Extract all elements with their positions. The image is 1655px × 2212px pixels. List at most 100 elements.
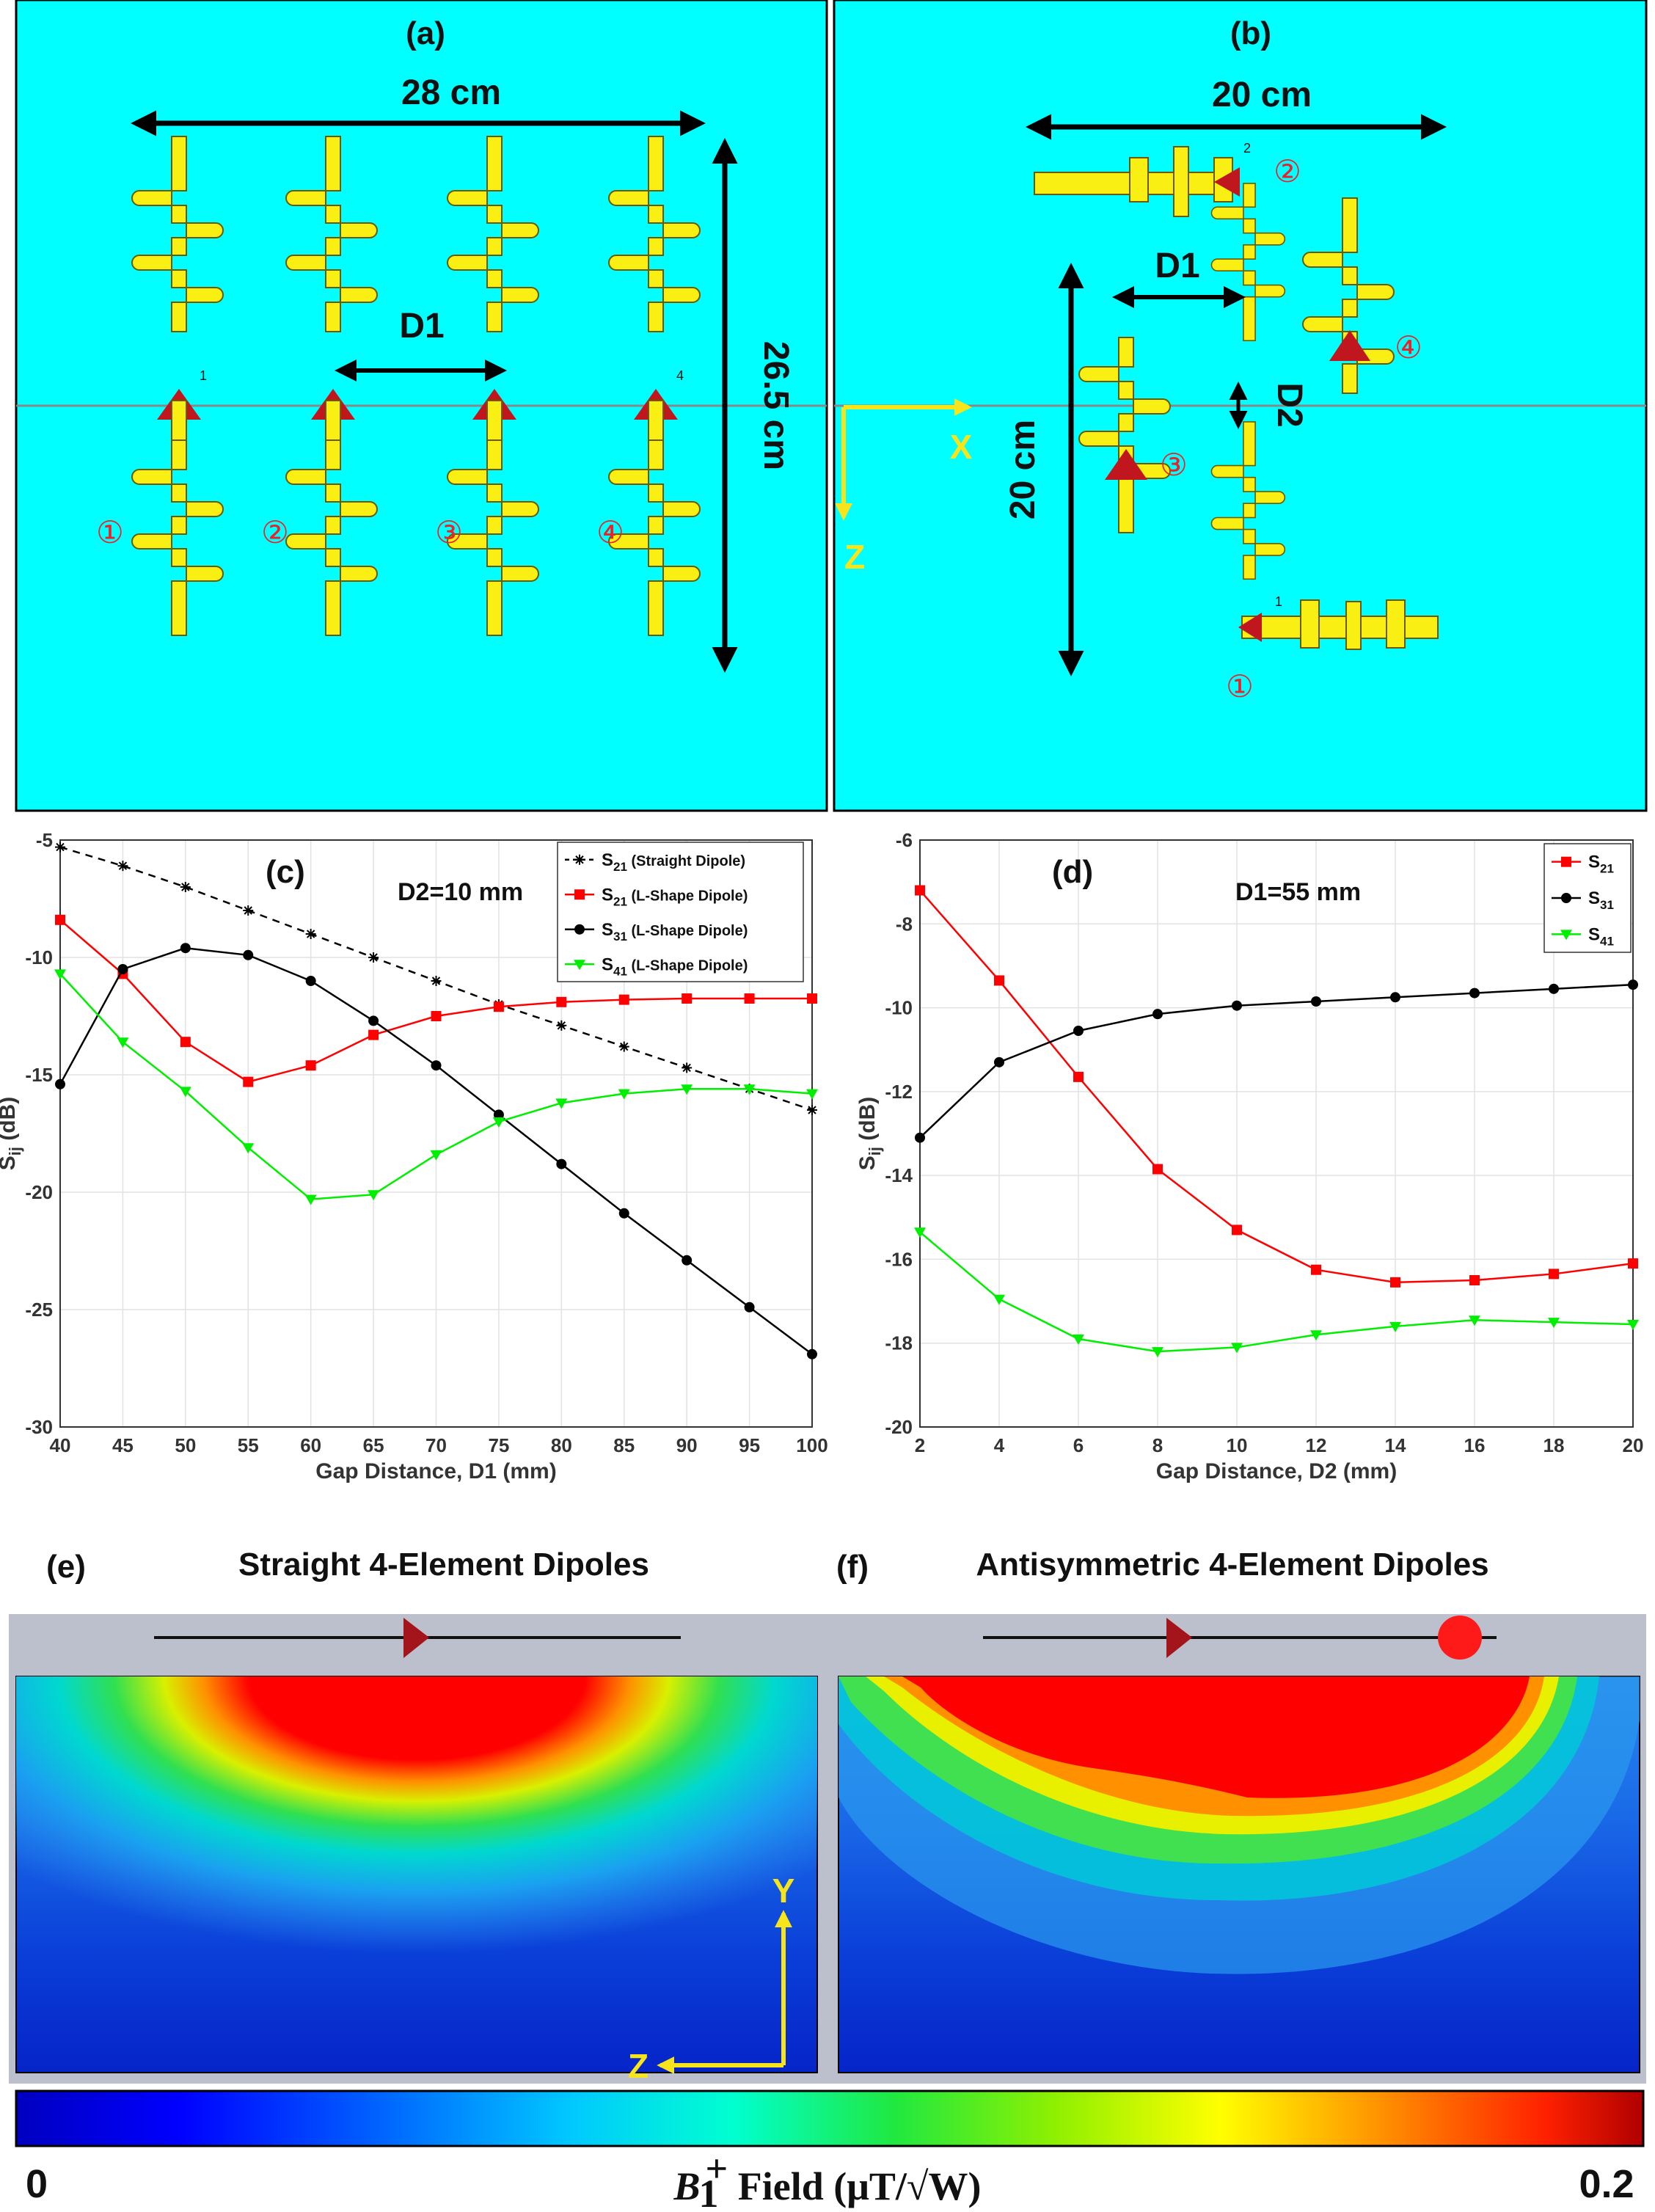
y-tick-label: -25: [25, 1299, 53, 1321]
x-tick-label: 95: [739, 1434, 760, 1456]
data-point: [431, 976, 442, 986]
legend-sub: 31: [1600, 898, 1614, 912]
data-point: [243, 905, 254, 916]
legend-rest: (L-Shape Dipole): [627, 957, 748, 974]
annotation: D2=10 mm: [398, 878, 523, 906]
x-tick-label: 55: [238, 1434, 259, 1456]
data-point: [1073, 1335, 1084, 1345]
data-point: [55, 914, 65, 925]
data-point: [1152, 1164, 1163, 1175]
data-point: [1549, 983, 1559, 994]
legend-main: S: [602, 885, 613, 905]
data-point: [1628, 979, 1638, 990]
legend-rest: (Straight Dipole): [627, 853, 745, 869]
port-label: ③: [435, 514, 463, 550]
feed-icon: [1105, 449, 1147, 480]
panel-f-title: Antisymmetric 4-Element Dipoles: [976, 1547, 1488, 1583]
x-tick-label: 18: [1543, 1434, 1565, 1456]
data-point: [618, 994, 629, 1005]
legend-main: S: [602, 920, 613, 940]
y-tick-label: -30: [25, 1416, 53, 1438]
legend-sub: 21: [613, 894, 627, 908]
field-map-e: [16, 1676, 817, 2073]
panel-a-label: (a): [406, 15, 445, 51]
legend-main: S: [1588, 853, 1600, 872]
data-point: [493, 1109, 504, 1120]
series-line: [919, 983, 1634, 1139]
data-point: [915, 1132, 925, 1143]
panel-f: (f) Antisymmetric 4-Element Dipoles: [829, 1547, 1646, 2084]
star-stroke: [808, 1106, 816, 1114]
data-point: [1232, 1000, 1242, 1011]
data-point: [682, 993, 693, 1004]
data-point: [744, 993, 755, 1004]
z-axis-label: Z: [844, 538, 865, 576]
y-tick-label: -14: [885, 1164, 913, 1186]
data-point: [368, 1029, 379, 1040]
data-point: [493, 1001, 504, 1012]
x-tick-label: 75: [488, 1434, 509, 1456]
feed-number: 4: [676, 368, 684, 383]
star-stroke: [557, 1021, 566, 1030]
x-tick-label: 4: [994, 1434, 1005, 1456]
data-point: [1549, 1269, 1559, 1280]
star-stroke: [575, 855, 584, 864]
feed-icon: [1438, 1616, 1482, 1660]
data-point: [305, 1060, 316, 1071]
panel-f-label: (f): [836, 1549, 869, 1585]
series-s41: [914, 1227, 1639, 1358]
data-point: [305, 976, 316, 986]
data-point: [180, 882, 191, 892]
data-point: [1232, 1224, 1242, 1235]
port-label: ②: [261, 514, 289, 550]
data-point: [179, 1087, 191, 1098]
data-point: [994, 1056, 1004, 1067]
x-tick-label: 50: [175, 1434, 196, 1456]
star-stroke: [56, 842, 65, 852]
x-tick-label: 65: [363, 1434, 384, 1456]
y-tick-label: -18: [885, 1332, 913, 1354]
x-tick-label: 40: [50, 1434, 71, 1456]
y-tick-label: -15: [25, 1064, 53, 1086]
data-point: [555, 1098, 568, 1109]
legend-entry: S21 (Straight Dipole): [602, 850, 745, 874]
data-point: [243, 1076, 254, 1087]
legend-sub: 41: [613, 964, 627, 978]
legend-marker: [1561, 856, 1571, 867]
data-point: [914, 1227, 926, 1238]
feed-icon: [1166, 1618, 1192, 1658]
x-axis-label: Gap Distance, D1 (mm): [315, 1459, 556, 1483]
colorbar-min: 0: [26, 2162, 48, 2206]
legend-marker: [574, 854, 585, 865]
data-point: [1389, 1321, 1401, 1332]
panel-e: (e) Straight 4-Element Dipoles Y Z: [9, 1547, 829, 2085]
port-label: ①: [96, 514, 124, 550]
x-tick-label: 8: [1152, 1434, 1163, 1456]
data-point: [743, 1084, 756, 1095]
height-label: 20 cm: [1004, 420, 1042, 519]
star-stroke: [244, 906, 252, 915]
feed-icon: [1238, 613, 1262, 642]
panel-a: (a) 28 cm 26.5 cm 1 4 D1 ① ② ③ ④: [15, 0, 828, 812]
x-tick-label: 100: [796, 1434, 828, 1456]
star-stroke: [306, 930, 315, 938]
x-tick-label: 14: [1385, 1434, 1406, 1456]
data-point: [180, 1037, 191, 1048]
data-point: [305, 929, 316, 939]
legend-entry: S21 (L-Shape Dipole): [602, 885, 748, 908]
legend-entry: S31 (L-Shape Dipole): [602, 920, 748, 943]
legend-sub: 31: [613, 930, 627, 943]
plot-area: [920, 840, 1633, 1427]
d1-label: D1: [1155, 247, 1199, 285]
x-axis-label: Gap Distance, D2 (mm): [1156, 1459, 1397, 1483]
x-tick-label: 80: [551, 1434, 572, 1456]
data-point: [806, 1089, 818, 1100]
legend-marker: [574, 924, 585, 935]
legend-marker: [574, 889, 585, 900]
legend-main: S: [1588, 924, 1600, 944]
y-tick-label: -10: [25, 946, 53, 968]
data-point: [55, 842, 65, 853]
panel-b: (b) 20 cm 20 cm 2 ② ④ ③: [833, 0, 1648, 812]
data-point: [1231, 1343, 1243, 1354]
